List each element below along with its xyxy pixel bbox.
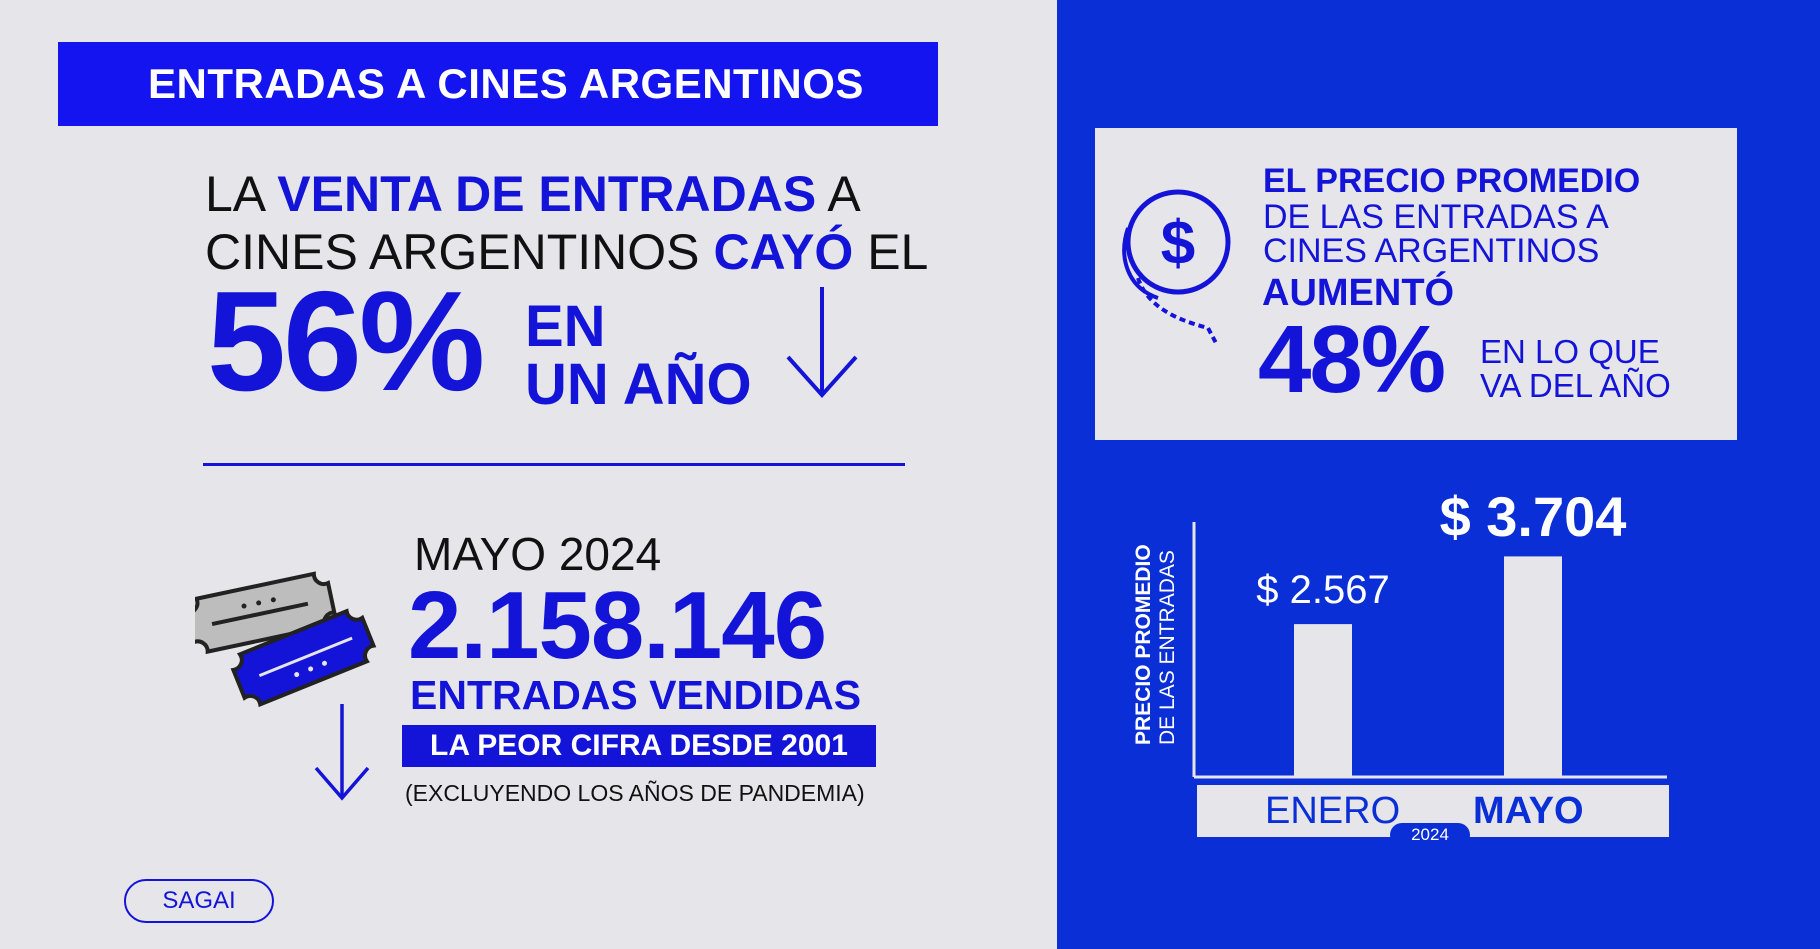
bar-mayo <box>1504 556 1562 777</box>
drop-period: EN UN AÑO <box>525 298 752 414</box>
headline-highlight: VENTA DE ENTRADAS <box>277 166 817 222</box>
price-line1: EL PRECIO PROMEDIO <box>1263 162 1641 200</box>
arrow-down-icon <box>786 287 858 398</box>
drop-period-line1: EN <box>525 294 606 359</box>
bar-enero <box>1294 624 1352 777</box>
may-label: MAYO 2024 <box>414 528 662 580</box>
price-period-line1: EN LO QUE <box>1480 333 1660 370</box>
page-title: ENTRADAS A CINES ARGENTINOS <box>58 42 938 126</box>
price-increase-percent: 48% <box>1258 306 1446 413</box>
bar-chart <box>1192 522 1667 779</box>
worst-figure-badge: LA PEOR CIFRA DESDE 2001 <box>402 725 876 767</box>
svg-text:$: $ <box>1161 209 1195 278</box>
headline-part: EL <box>853 224 929 280</box>
headline-part: LA <box>205 166 278 222</box>
pandemic-note: (EXCLUYENDO LOS AÑOS DE PANDEMIA) <box>405 780 865 806</box>
brand-badge: SAGAI <box>124 879 274 923</box>
headline: LA VENTA DE ENTRADAS A CINES ARGENTINOS … <box>205 165 965 281</box>
bar-value-label: $ 3.704 <box>1439 485 1627 549</box>
drop-percent: 56% <box>207 262 485 421</box>
divider <box>203 463 905 466</box>
x-tick-label: MAYO <box>1473 790 1584 832</box>
price-verb: AUMENTÓ <box>1262 272 1455 314</box>
price-line3: CINES ARGENTINOS <box>1263 232 1600 270</box>
x-tick-label: ENERO <box>1265 790 1401 832</box>
price-line2: DE LAS ENTRADAS A <box>1263 198 1609 236</box>
headline-highlight: CAYÓ <box>713 224 854 280</box>
ticket-icon <box>195 571 377 708</box>
tickets-sold-unit: ENTRADAS VENDIDAS <box>410 672 862 718</box>
arrow-down-icon <box>314 704 370 801</box>
drop-period-line2: UN AÑO <box>525 352 752 417</box>
x-group-label: 2024 <box>1390 823 1470 847</box>
bar-value-label: $ 2.567 <box>1256 568 1390 613</box>
price-period-line2: VA DEL AÑO <box>1480 367 1671 404</box>
headline-part: A CINES ARGENTINOS <box>205 166 858 280</box>
price-period: EN LO QUE VA DEL AÑO <box>1480 335 1671 403</box>
left-panel <box>0 0 1057 949</box>
tickets-sold-number: 2.158.146 <box>408 572 827 679</box>
dollar-coin-icon: $ <box>1122 189 1231 344</box>
